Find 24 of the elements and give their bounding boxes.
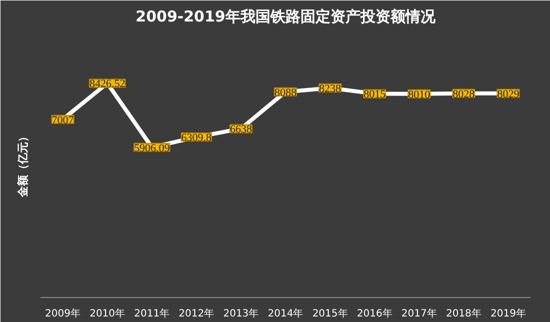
x-tick-label: 2009年 <box>45 308 80 320</box>
x-tick-label: 2013年 <box>223 308 259 320</box>
data-label: 6309.8 <box>181 132 212 144</box>
x-tick-label: 2011年 <box>134 308 170 320</box>
data-label: 8238 <box>319 83 342 96</box>
data-label: 8029 <box>497 88 520 100</box>
data-label: 8426.52 <box>89 78 126 90</box>
x-tick-label: 2019年 <box>490 308 526 320</box>
x-tick-label: 2010年 <box>90 308 126 320</box>
data-label: 6638 <box>230 124 252 136</box>
data-label: 5906.09 <box>134 142 170 154</box>
x-tick-label: 2018年 <box>446 308 482 320</box>
x-tick-label: 2014年 <box>268 308 304 320</box>
x-tick-label: 2015年 <box>312 308 348 320</box>
data-label: 8015 <box>364 88 386 101</box>
data-label: 8028 <box>452 88 476 100</box>
x-tick-label: 2017年 <box>401 308 437 320</box>
y-axis-title: 金额（亿元） <box>16 131 30 198</box>
data-label: 8010 <box>408 88 431 101</box>
data-label: 7007 <box>52 114 74 126</box>
x-tick-label: 2012年 <box>178 308 214 320</box>
chart-title: 2009-2019年我国铁路固定资产投资额情况 <box>136 8 436 26</box>
data-label: 8088 <box>274 86 297 99</box>
x-tick-label: 2016年 <box>356 308 392 320</box>
